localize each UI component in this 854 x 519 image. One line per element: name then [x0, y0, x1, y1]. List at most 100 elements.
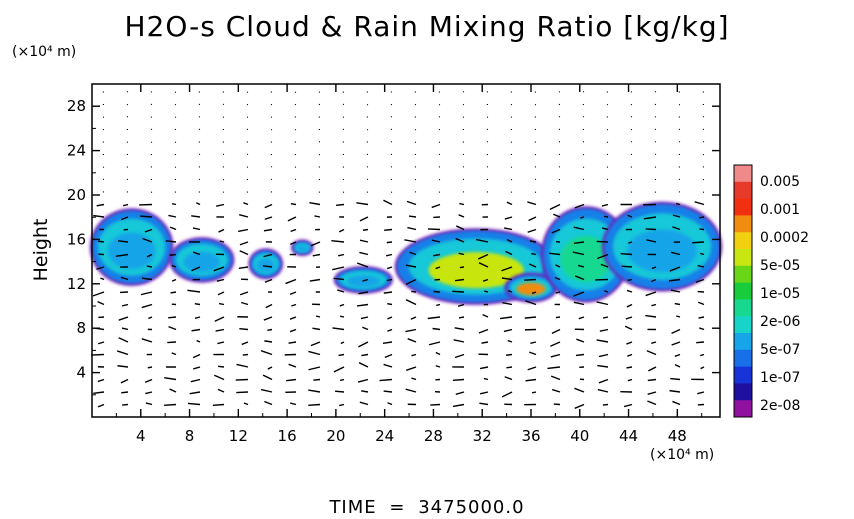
wind-vector [646, 239, 657, 243]
wind-vector [310, 341, 321, 347]
wind-vector [574, 387, 585, 393]
wind-vector [360, 316, 369, 320]
wind-vector [289, 316, 297, 320]
colorbar-label: 5e-05 [760, 258, 800, 274]
colorbar-label: 5e-07 [760, 342, 800, 358]
wind-vector [645, 314, 657, 318]
wind-vector [241, 301, 249, 306]
wind-vector [528, 216, 537, 222]
wind-vector [648, 366, 657, 372]
wind-vector [309, 202, 321, 206]
wind-vector [331, 239, 345, 243]
wind-vector [167, 341, 177, 344]
wind-vector [481, 341, 489, 344]
wind-vector [457, 303, 465, 308]
wind-vector [476, 238, 489, 243]
wind-vector [602, 316, 609, 319]
wind-vector [452, 290, 465, 293]
wind-vector [453, 339, 465, 343]
wind-vector [503, 227, 513, 231]
wind-vector [676, 315, 681, 318]
x-tick-label: 8 [185, 427, 195, 445]
wind-vector [312, 253, 321, 257]
wind-vector [452, 403, 465, 408]
wind-vector [196, 339, 201, 343]
wind-vector [573, 226, 585, 231]
wind-vector [121, 303, 129, 307]
wind-vector [697, 391, 705, 395]
colorbar-swatch [734, 181, 752, 200]
wind-vector [573, 291, 585, 297]
wind-vector [700, 366, 705, 370]
wind-vector [193, 366, 201, 370]
wind-vector [431, 239, 441, 243]
wind-vector [217, 365, 225, 368]
wind-vector [169, 253, 177, 256]
wind-vector [312, 327, 321, 331]
wind-vector [405, 299, 417, 306]
wind-vector [339, 303, 345, 307]
wind-vector [411, 353, 417, 357]
wind-vector [235, 378, 249, 381]
wind-vector [214, 316, 225, 322]
cloud-region [90, 208, 174, 286]
wind-vector [338, 228, 345, 233]
wind-vector [507, 289, 513, 293]
wind-vector [239, 291, 249, 296]
wind-vector [386, 266, 393, 270]
wind-vector [340, 341, 345, 345]
wind-vector [555, 316, 561, 319]
wind-vector [454, 353, 465, 359]
wind-vector [165, 240, 177, 243]
wind-vector [339, 378, 345, 382]
wind-vector [334, 390, 345, 393]
wind-vector [603, 215, 609, 218]
wind-vector [596, 339, 609, 343]
wind-vector [459, 202, 465, 206]
y-tick-label: 4 [76, 364, 86, 382]
wind-vector [696, 341, 705, 344]
wind-vector [692, 241, 705, 244]
wind-vector [358, 291, 369, 295]
wind-vector [359, 251, 369, 256]
wind-vector [433, 253, 441, 257]
wind-vector [260, 388, 273, 393]
wind-vector [411, 377, 417, 381]
wind-vector [267, 366, 273, 370]
y-axis: 4 8 12 16 20 24 28 [67, 97, 720, 396]
wind-vector [405, 328, 417, 333]
wind-vector [264, 278, 273, 283]
x-tick-label: 20 [326, 427, 345, 445]
wind-vector [505, 250, 513, 256]
wind-vector [338, 253, 345, 257]
wind-vector [217, 291, 225, 296]
wind-vector [405, 388, 417, 393]
wind-vector [555, 264, 561, 268]
wind-vector [525, 378, 537, 382]
wind-vector [596, 253, 609, 260]
wind-vector [621, 265, 633, 268]
cloud-region [333, 266, 393, 294]
wind-vector [527, 228, 537, 233]
wind-vector [236, 391, 249, 394]
wind-vector [332, 327, 345, 331]
wind-vector [309, 278, 321, 282]
wind-vector [122, 403, 129, 406]
plot-frame [91, 83, 721, 418]
wind-vector [168, 316, 177, 319]
wind-vector [171, 352, 177, 356]
wind-vector [626, 303, 633, 308]
wind-vector [356, 202, 369, 206]
colorbar-label: 2e-06 [760, 314, 800, 330]
colorbar-swatch [734, 249, 752, 267]
wind-vector [670, 289, 681, 293]
wind-vector [264, 216, 273, 220]
wind-vector [645, 228, 657, 231]
wind-vector [262, 374, 273, 381]
wind-vector [623, 403, 633, 408]
wind-vector [601, 227, 609, 231]
wind-vector [626, 289, 633, 293]
wind-vector [551, 388, 561, 393]
colorbar: 0.005 0.001 0.0002 5e-05 1e-05 2e-06 5e-07 1e-0… [733, 164, 809, 418]
wind-vector [332, 266, 345, 271]
